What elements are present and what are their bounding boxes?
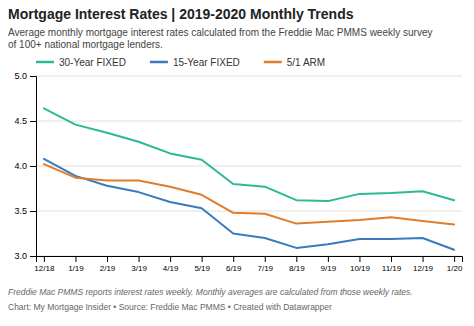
legend: 30-Year FIXED 15-Year FIXED 5/1 ARM: [36, 57, 325, 68]
x-tick-mark: [202, 256, 203, 262]
y-axis-line: [30, 77, 37, 257]
legend-label: 15-Year FIXED: [173, 57, 240, 68]
y-tick-label: 3.0: [14, 251, 27, 261]
x-tick: 12/19: [413, 256, 434, 273]
y-tick: 4.0: [14, 161, 36, 171]
x-tick-label: 1/20: [447, 264, 463, 273]
x-tick-mark: [359, 256, 360, 262]
x-tick-label: 4/19: [163, 264, 179, 273]
series-line: [44, 159, 454, 250]
x-tick-mark: [75, 256, 76, 262]
x-tick-mark: [265, 256, 266, 262]
x-axis-line: [37, 257, 463, 263]
footer-note: Freddie Mac PMMS reports interest rates …: [8, 287, 413, 297]
grid-line: [36, 76, 462, 77]
x-tick: 5/19: [194, 256, 210, 273]
x-tick-mark: [139, 256, 140, 262]
x-tick-label: 11/19: [382, 264, 402, 273]
x-tick-mark: [44, 256, 45, 262]
x-tick: 11/19: [382, 256, 402, 273]
plot-area: [44, 108, 454, 249]
legend-item: 30-Year FIXED: [36, 57, 126, 68]
chart-container: Mortgage Interest Rates | 2019-2020 Mont…: [0, 0, 474, 326]
series-line: [44, 164, 454, 224]
x-tick-mark: [454, 256, 455, 262]
y-tick-mark: [30, 256, 36, 257]
y-tick: 5.0: [14, 71, 36, 81]
x-tick-label: 6/19: [226, 264, 242, 273]
x-tick: 10/19: [350, 256, 371, 273]
x-tick-mark: [296, 256, 297, 262]
x-tick: 3/19: [131, 256, 147, 273]
y-tick-label: 4.5: [14, 116, 27, 126]
y-tick-mark: [30, 166, 36, 167]
y-tick-label: 3.5: [14, 206, 27, 216]
x-tick-label: 12/19: [413, 264, 434, 273]
legend-swatch: [264, 61, 282, 64]
x-tick: 1/19: [68, 256, 84, 273]
legend-swatch: [36, 61, 54, 64]
x-tick-label: 3/19: [131, 264, 147, 273]
series-line: [44, 108, 454, 201]
x-tick-label: 7/19: [257, 264, 273, 273]
footer-note: Chart: My Mortgage Insider • Source: Fre…: [8, 302, 332, 312]
legend-item: 15-Year FIXED: [150, 57, 240, 68]
grid: [36, 76, 462, 256]
legend-item: 5/1 ARM: [264, 57, 325, 68]
y-tick-mark: [30, 76, 36, 77]
y-tick: 3.0: [14, 251, 36, 261]
x-tick-mark: [233, 256, 234, 262]
chart-title: Mortgage Interest Rates | 2019-2020 Mont…: [8, 6, 354, 22]
chart-subtitle: Average monthly mortgage interest rates …: [8, 27, 432, 50]
x-tick-label: 1/19: [68, 264, 84, 273]
grid-line: [36, 166, 462, 167]
x-tick: 9/19: [321, 256, 337, 273]
x-tick: 7/19: [257, 256, 273, 273]
y-tick-mark: [30, 121, 36, 122]
x-tick-label: 8/19: [289, 264, 305, 273]
legend-label: 5/1 ARM: [287, 57, 325, 68]
x-tick: 1/20: [447, 256, 463, 273]
x-tick: 6/19: [226, 256, 242, 273]
y-tick-label: 4.0: [14, 161, 27, 171]
x-tick: 2/19: [100, 256, 116, 273]
x-tick-mark: [391, 256, 392, 262]
x-tick-mark: [423, 256, 424, 262]
y-tick: 3.5: [14, 206, 36, 216]
x-tick-label: 10/19: [350, 264, 371, 273]
x-tick: 8/19: [289, 256, 305, 273]
x-tick-mark: [170, 256, 171, 262]
grid-line: [36, 121, 462, 122]
x-tick-label: 9/19: [321, 264, 337, 273]
y-tick: 4.5: [14, 116, 36, 126]
x-tick-label: 2/19: [100, 264, 116, 273]
y-tick-label: 5.0: [14, 71, 27, 81]
x-tick: 12/18: [34, 256, 55, 273]
grid-line: [36, 211, 462, 212]
x-tick-mark: [328, 256, 329, 262]
x-tick-label: 12/18: [34, 264, 55, 273]
x-tick-mark: [107, 256, 108, 262]
x-tick-label: 5/19: [194, 264, 210, 273]
y-axis: 3.0 3.5 4.0 4.5 5.0: [14, 71, 36, 261]
chart-svg: Mortgage Interest Rates | 2019-2020 Mont…: [0, 0, 474, 326]
y-tick-mark: [30, 211, 36, 212]
legend-swatch: [150, 61, 168, 64]
x-axis: 12/18 1/19 2/19 3/19 4/19 5/19 6/19 7/19 8/19 9/1…: [34, 256, 463, 273]
x-tick: 4/19: [163, 256, 179, 273]
legend-label: 30-Year FIXED: [59, 57, 126, 68]
